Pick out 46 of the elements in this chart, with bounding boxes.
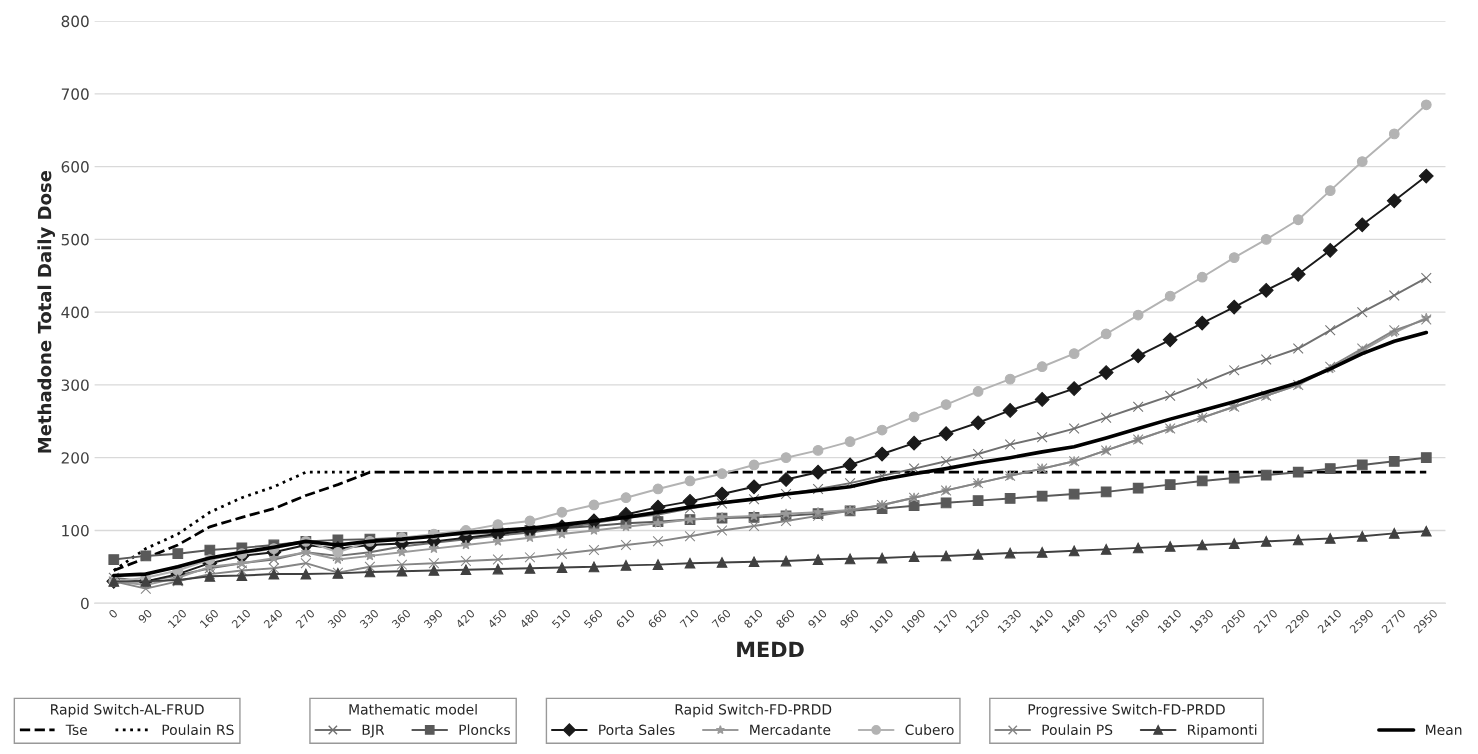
x-tick-label: 120 <box>167 608 188 629</box>
legend-label: Mercadante <box>750 724 831 736</box>
y-tick-label: 200 <box>61 452 89 464</box>
legend-label: Porta Sales <box>599 724 675 736</box>
y-tick-label: 300 <box>61 379 89 391</box>
text: Progressive Switch-FD-PRDD <box>1028 703 1225 718</box>
x-tick-label: 0 <box>108 608 119 619</box>
y-tick-label: 700 <box>61 88 89 100</box>
text: Rapid Switch-FD-PRDD <box>675 703 832 718</box>
x-tick-label: 90 <box>137 608 153 624</box>
legend-label: Cubero <box>905 724 954 736</box>
x-tick-label: 910 <box>807 608 828 629</box>
x-tick-label: 810 <box>743 608 764 629</box>
x-tick-label: 390 <box>423 608 444 629</box>
y-tick-label: 0 <box>81 597 89 610</box>
x-tick-label: 420 <box>455 608 476 629</box>
x-tick-label: 510 <box>551 608 572 629</box>
y-axis-title: Methadone Total Daily Dose <box>37 170 56 453</box>
y-tick-label: 800 <box>61 15 89 28</box>
text: Rapid Switch-AL-FRUD <box>51 703 204 718</box>
x-tick-label: 300 <box>327 608 348 629</box>
x-tick-label: 660 <box>647 608 668 629</box>
x-tick-label: 760 <box>711 608 732 629</box>
legend-label: Ploncks <box>459 724 510 736</box>
legend-label: Ripamonti <box>1187 724 1257 738</box>
y-tick-label: 400 <box>61 306 89 319</box>
x-axis-title: MEDD <box>737 641 804 658</box>
x-tick-label: 710 <box>679 608 700 629</box>
x-tick-label: 610 <box>615 608 636 629</box>
x-tick-label: 450 <box>487 608 508 629</box>
y-tick-label: 100 <box>62 524 89 537</box>
legend-label: Tse <box>65 724 87 736</box>
x-tick-label: 480 <box>519 608 540 629</box>
text: Mathematic model <box>349 703 477 715</box>
x-tick-label: 960 <box>839 608 860 629</box>
legend-label: BJR <box>362 724 385 738</box>
x-tick-label: 360 <box>391 608 412 629</box>
y-tick-label: 600 <box>61 161 89 173</box>
x-tick-label: 330 <box>359 608 380 629</box>
x-tick-label: 860 <box>775 608 796 629</box>
x-tick-label: 160 <box>199 608 220 629</box>
legend-label: Poulain RS <box>162 724 234 736</box>
legend-label: Mean <box>1426 724 1462 736</box>
y-tick-label: 500 <box>61 233 89 246</box>
legend-label: Poulain PS <box>1042 724 1113 736</box>
x-tick-label: 560 <box>583 608 604 629</box>
